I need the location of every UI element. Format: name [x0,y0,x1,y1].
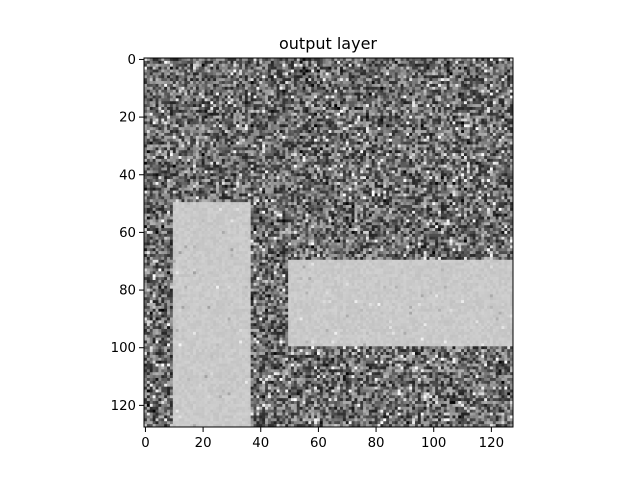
heatmap-image [144,58,514,428]
y-tick-label: 60 [119,226,136,241]
x-tick-label: 100 [421,436,446,451]
y-tick-label: 100 [111,341,136,356]
y-tick-label: 0 [128,53,136,68]
x-tick-label: 0 [141,436,149,451]
y-tick-label: 20 [119,111,136,126]
y-tick-label: 40 [119,168,136,183]
y-tick-label: 80 [119,284,136,299]
y-axis: 0 20 40 60 80 100 120 [111,53,144,414]
x-tick-label: 20 [195,436,212,451]
axes-frame [143,57,514,428]
chart-title: output layer [279,34,377,53]
x-tick-label: 60 [310,436,327,451]
x-tick-label: 40 [252,436,269,451]
x-tick-label: 120 [479,436,504,451]
x-axis: 0 20 40 60 80 100 120 [141,427,504,451]
y-tick-label: 120 [111,399,136,414]
x-tick-label: 80 [368,436,385,451]
